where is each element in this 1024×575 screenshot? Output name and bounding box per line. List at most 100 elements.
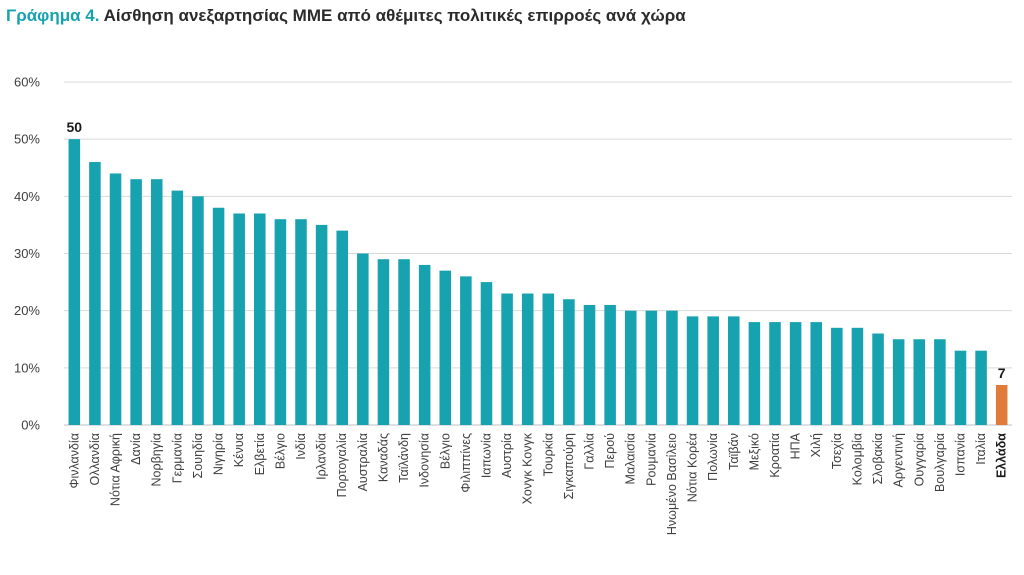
x-tick-label: Ινδία	[294, 433, 308, 460]
x-tick-label: Κολομβία	[850, 433, 864, 485]
bar	[810, 322, 822, 425]
data-labels: 50 7	[67, 119, 1006, 381]
x-tick-label: Μεξικό	[747, 433, 761, 470]
y-tick-label: 10%	[14, 360, 40, 375]
bar	[233, 213, 245, 425]
x-tick-label: Σουηδία	[191, 433, 205, 478]
x-tick-label: Βέλγιο	[273, 433, 287, 469]
bar	[295, 219, 307, 425]
x-tick-label: Χιλή	[809, 433, 823, 457]
y-tick-label: 0%	[21, 418, 40, 433]
x-tick-label: Ταϊβάν	[727, 433, 741, 470]
x-tick-label: Βουλγαρία	[933, 433, 947, 492]
x-tick-label: Ταϊλάνδη	[397, 433, 411, 483]
chart-title-prefix: Γράφημα 4.	[6, 6, 100, 25]
bar	[769, 322, 781, 425]
bar	[336, 230, 348, 425]
bar	[563, 299, 575, 425]
x-tick-label: Αργεντινή	[892, 433, 906, 487]
y-tick-label: 50%	[14, 132, 40, 147]
bar	[645, 310, 658, 425]
x-tick-label: Ιρλανδία	[315, 433, 329, 480]
data-label: 7	[998, 365, 1006, 381]
y-axis-ticks: 0% 10% 20% 30% 40% 50% 60%	[14, 75, 40, 433]
bar	[150, 179, 163, 425]
y-tick-label: 60%	[14, 75, 40, 90]
x-tick-label: Ρουμανία	[644, 433, 658, 486]
x-tick-label: Γερμανία	[170, 433, 184, 483]
y-tick-label: 20%	[14, 303, 40, 318]
bar	[398, 259, 410, 425]
x-tick-label: Νορβηγία	[150, 433, 164, 487]
x-tick-label: Σιγκαπούρη	[562, 433, 576, 499]
bar	[831, 327, 843, 425]
x-tick-label: Ηνωμένο Βασίλειο	[665, 433, 679, 535]
bar	[109, 173, 122, 425]
x-tick-label: Νιγηρία	[212, 433, 226, 475]
bar	[975, 350, 987, 425]
x-axis-labels: Φινλανδία Ολλανδία Νότια Αφρική Δανία Νορβηγ…	[67, 432, 1008, 535]
bar	[934, 339, 946, 425]
x-tick-label: Ιαπωνία	[479, 433, 493, 478]
x-tick-label: Ιταλία	[974, 433, 988, 465]
bar	[418, 264, 431, 425]
bar	[480, 282, 493, 425]
x-tick-label: Δανία	[129, 433, 143, 465]
x-tick-label: Τσεχία	[830, 433, 844, 469]
x-tick-label: Πολωνία	[706, 433, 720, 481]
x-tick-label: Ινδονησία	[418, 433, 432, 488]
bar	[521, 293, 534, 425]
bar	[68, 139, 81, 425]
x-tick-label: Κροατία	[768, 433, 782, 478]
bar	[624, 310, 637, 425]
bar	[542, 293, 555, 425]
bar	[707, 316, 719, 425]
x-tick-label: Ισπανία	[953, 433, 967, 476]
bar	[686, 316, 699, 425]
bar	[130, 179, 142, 425]
bar	[666, 310, 678, 425]
x-tick-label: Βέλγιο	[438, 433, 452, 469]
x-tick-label: Κένυα	[232, 433, 246, 467]
x-tick-label: Γαλλία	[583, 433, 597, 470]
y-tick-label: 40%	[14, 189, 40, 204]
bar	[728, 316, 740, 425]
bar	[315, 224, 328, 425]
bar	[439, 270, 452, 425]
bar	[892, 339, 905, 425]
x-tick-label: Ελβετία	[253, 433, 267, 475]
bars	[68, 139, 1008, 426]
x-tick-label: Περού	[603, 433, 617, 469]
bar	[748, 322, 761, 425]
x-tick-label: Ελλάδα	[995, 433, 1009, 478]
bar	[789, 322, 802, 425]
x-tick-label: Ολλανδία	[88, 433, 102, 485]
x-tick-label: Τουρκία	[541, 433, 555, 476]
x-tick-label: Σλοβακία	[871, 433, 885, 484]
x-tick-label: Χονγκ Κονγκ	[521, 432, 535, 504]
bar	[995, 384, 1008, 425]
bar	[604, 304, 616, 425]
bar	[171, 190, 184, 425]
data-label: 50	[67, 119, 83, 135]
x-tick-label: Αυστρία	[500, 433, 514, 478]
y-tick-label: 30%	[14, 246, 40, 261]
x-tick-label: Μαλαισία	[624, 433, 638, 484]
bar	[274, 219, 287, 425]
chart-title: Γράφημα 4. Αίσθηση ανεξαρτησίας ΜΜΕ από …	[6, 6, 686, 26]
x-tick-label: ΗΠΑ	[789, 432, 803, 459]
bar	[851, 327, 864, 425]
gridlines	[64, 81, 1012, 426]
bar	[212, 207, 225, 425]
bar	[460, 276, 472, 425]
bar	[954, 350, 967, 425]
bar	[192, 196, 204, 425]
bar	[357, 253, 369, 425]
bar	[913, 339, 926, 425]
bar	[89, 162, 101, 426]
x-tick-label: Νότια Κορέα	[686, 433, 700, 502]
bar	[583, 304, 596, 425]
x-tick-label: Φινλανδία	[67, 433, 81, 489]
x-tick-label: Φιλιππίνες	[459, 433, 473, 493]
